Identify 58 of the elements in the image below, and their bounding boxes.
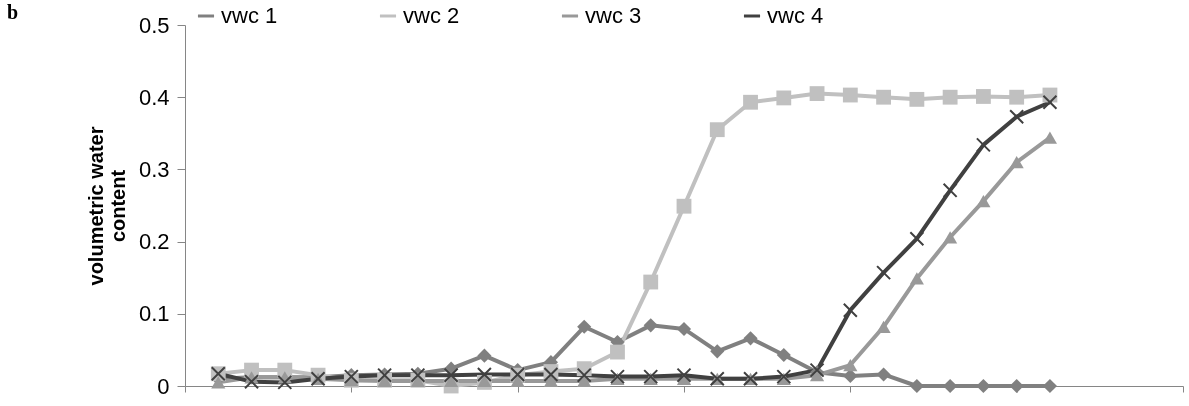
point bbox=[1009, 378, 1024, 394]
point bbox=[1042, 94, 1058, 110]
point bbox=[776, 347, 791, 363]
y-tick-label: 0.3 bbox=[138, 156, 170, 182]
point bbox=[676, 321, 692, 337]
point bbox=[709, 122, 725, 138]
point bbox=[477, 348, 492, 363]
y-tick-label: 0 bbox=[157, 373, 170, 399]
point bbox=[842, 87, 858, 103]
y-tick-label: 0.2 bbox=[138, 229, 170, 255]
point bbox=[876, 89, 892, 105]
y-tick-label: 0.5 bbox=[138, 12, 170, 38]
point bbox=[444, 374, 459, 388]
point bbox=[244, 374, 260, 390]
legend-label: vwc 3 bbox=[585, 3, 642, 28]
point bbox=[577, 319, 592, 334]
point bbox=[643, 318, 658, 333]
point bbox=[909, 272, 924, 285]
y-axis-title: volumetric water content bbox=[84, 126, 129, 286]
point bbox=[876, 367, 891, 382]
point bbox=[842, 302, 858, 318]
point bbox=[1009, 89, 1025, 105]
point bbox=[1009, 156, 1024, 169]
point bbox=[942, 182, 958, 198]
point bbox=[809, 86, 825, 102]
point bbox=[942, 89, 958, 105]
point bbox=[843, 358, 858, 372]
point bbox=[676, 198, 692, 214]
legend-label: vwc 1 bbox=[221, 3, 278, 28]
point bbox=[443, 367, 459, 383]
point bbox=[876, 320, 891, 333]
point bbox=[976, 195, 991, 208]
point bbox=[909, 91, 925, 107]
point bbox=[943, 231, 958, 244]
point bbox=[976, 378, 991, 394]
point bbox=[576, 367, 592, 383]
point bbox=[643, 274, 659, 290]
legend-label: vwc 4 bbox=[767, 3, 824, 28]
y-tick-label: 0.1 bbox=[138, 301, 170, 327]
point bbox=[743, 94, 758, 110]
point bbox=[1009, 109, 1025, 125]
point bbox=[975, 89, 991, 104]
point bbox=[776, 90, 792, 106]
point bbox=[577, 374, 592, 388]
point bbox=[610, 344, 625, 360]
y-tick-label: 0.4 bbox=[138, 84, 170, 110]
point bbox=[676, 367, 692, 383]
point bbox=[277, 374, 293, 390]
legend-label: vwc 2 bbox=[403, 3, 460, 28]
text: b bbox=[7, 1, 19, 23]
point bbox=[510, 374, 525, 388]
point bbox=[543, 374, 558, 388]
point bbox=[476, 366, 492, 382]
point bbox=[743, 331, 758, 346]
point bbox=[211, 376, 226, 389]
point bbox=[909, 231, 925, 247]
point bbox=[909, 378, 924, 394]
point bbox=[710, 344, 725, 359]
